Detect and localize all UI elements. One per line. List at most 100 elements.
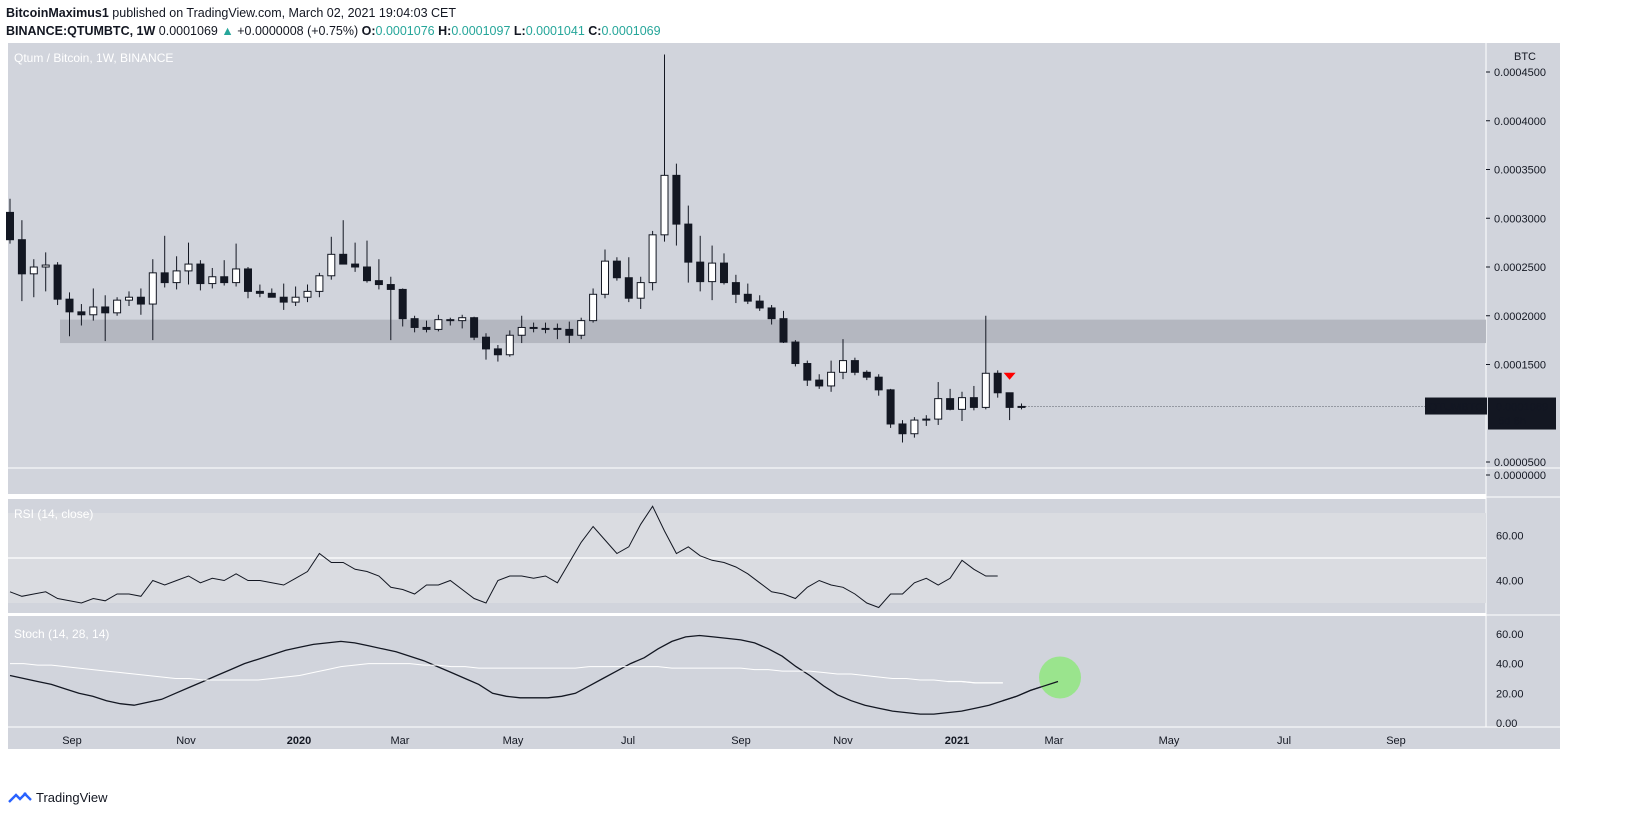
candle-body [910,419,919,435]
candle [946,388,955,411]
price-tick-label: 0.0004000 [1494,116,1546,128]
candle-body [696,261,705,283]
candle [1005,392,1014,421]
candle [850,357,859,376]
price-tick-label: 0.0000000 [1494,470,1546,482]
candle-body [553,327,562,330]
candle [220,260,229,286]
candle [505,330,514,357]
candle [815,374,824,389]
time-tick-label: Mar [391,735,410,747]
candle-body [779,318,788,343]
symbol-tag-bg [1425,397,1487,415]
candle-body [981,372,990,408]
candle [874,374,883,396]
candle [77,304,86,326]
symbol-tag-label: QTUMBTC [1429,402,1483,414]
price-tick-label: 0.0004500 [1494,67,1546,79]
candle-body [648,234,657,284]
candle-body [624,277,633,299]
time-tick-label: Jul [621,735,635,747]
candle [1017,403,1026,410]
stoch-k-line [9,634,1059,715]
candle-body [934,398,943,420]
candle-body [505,334,514,356]
candle [482,333,490,360]
candle [327,236,336,280]
candle [672,163,681,246]
stoch-tick-label: 40.00 [1496,659,1524,671]
up-arrow-icon: ▲ [221,24,234,38]
open-value: 0.0001076 [375,24,435,38]
candle [41,252,50,292]
price-axis-bg [1486,43,1560,727]
candle [612,257,621,281]
open-label: O: [361,24,376,38]
price-tick-label: 0.0000500 [1494,457,1546,469]
candle-body [969,397,978,408]
stoch-line-tip [947,680,1003,684]
candle-body [731,282,740,295]
candle [113,297,122,316]
candle [636,276,645,309]
candle [922,415,931,426]
candle [386,276,395,341]
candle [696,235,705,292]
candle-body [244,268,252,292]
main-panel-bg [8,43,1486,468]
candle-body [255,290,264,294]
candle-body [743,293,752,302]
candle [517,315,526,344]
candle [827,360,836,392]
candle [839,339,847,380]
candle [184,242,193,285]
candle [553,323,562,340]
high-label: H: [438,24,452,38]
symbol-label[interactable]: BINANCE:QTUMBTC, 1W [6,24,156,38]
candle [29,259,38,298]
candle-body [565,328,574,336]
candle [279,283,288,310]
candle [291,286,300,306]
footer-brand[interactable]: TradingView [36,790,108,805]
tradingview-logo-icon [8,791,32,803]
candle-body [493,348,502,356]
candle-body [458,317,467,322]
candle [731,274,740,304]
candle-body [541,327,550,330]
candle-body [874,376,883,391]
candle [303,284,312,303]
candle [993,370,1002,398]
candle-body [708,262,717,283]
candle [589,288,598,323]
stoch-tick-label: 0.00 [1496,718,1517,730]
author-name[interactable]: BitcoinMaximus1 [6,6,109,20]
candle [398,288,407,327]
candle [529,322,538,333]
candle [969,385,978,411]
candle [410,315,419,333]
candle-body [136,296,145,305]
candle-body [612,260,621,279]
candle [755,295,764,311]
candle-body [89,306,98,316]
candle [315,272,324,298]
candle [577,317,586,340]
resistance-zone [60,319,1486,344]
candle-body [434,319,443,330]
candle [743,283,752,305]
candle [708,245,717,301]
candle-body [898,423,907,435]
candle-body [601,260,609,295]
price-tick-label: 0.0002000 [1494,311,1546,323]
candle-body [315,275,324,292]
price-tick-label: 0.0002500 [1494,262,1546,274]
candle-body [279,296,288,303]
candle [660,54,669,242]
candle [255,284,264,298]
candle-body [1005,392,1014,408]
candle [172,256,181,290]
candle [101,295,110,342]
candle [196,260,205,291]
